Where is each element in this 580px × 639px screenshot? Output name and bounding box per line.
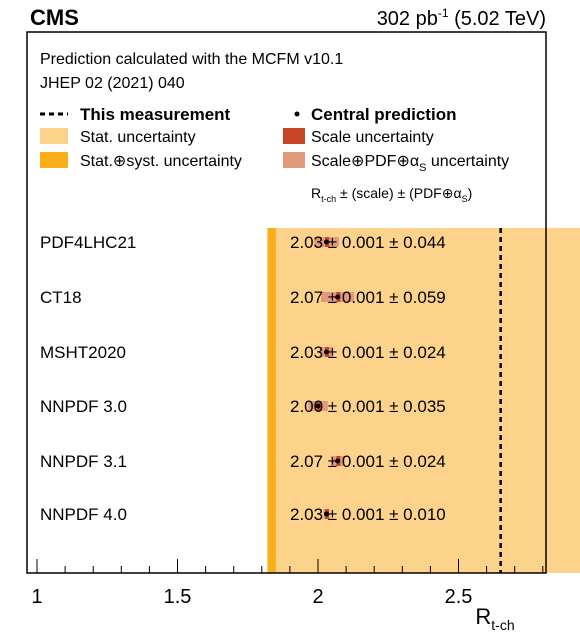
x-tick-label: 2 — [312, 586, 323, 608]
format-description: Rt-ch ± (scale) ± (PDF⊕αS) — [311, 185, 472, 204]
prediction-name: NNPDF 4.0 — [40, 505, 127, 524]
legend-scalepdf-label: Scale⊕PDF⊕αS uncertainty — [311, 153, 509, 174]
x-axis-title: Rt-ch — [475, 604, 514, 633]
prediction-value-label: 2.00 ± 0.001 ± 0.035 — [290, 397, 446, 416]
annotation-line-2: JHEP 02 (2021) 040 — [40, 75, 185, 92]
luminosity-energy-label: 302 pb-1 (5.02 TeV) — [377, 6, 546, 30]
legend-scale-swatch — [283, 128, 305, 144]
legend-central-label: Central prediction — [311, 105, 456, 124]
legend-central-marker — [294, 111, 300, 117]
legend-statsyst-label: Stat.⊕syst. uncertainty — [80, 153, 242, 170]
prediction-value-label: 2.07 ± 0.001 ± 0.024 — [290, 452, 446, 471]
legend: This measurement Central prediction Stat… — [40, 105, 509, 204]
prediction-value-label: 2.03 ± 0.001 ± 0.010 — [290, 505, 446, 524]
plot-frame — [26, 31, 547, 574]
prediction-value-label: 2.07 ± 0.001 ± 0.059 — [290, 288, 446, 307]
legend-stat-swatch — [40, 128, 68, 144]
legend-scale-label: Scale uncertainty — [311, 129, 434, 146]
x-axis-ticks: 11.522.533.544.5 — [31, 559, 544, 608]
prediction-value-label: 2.03 ± 0.001 ± 0.044 — [290, 233, 446, 252]
prediction-central-marker — [323, 349, 329, 355]
x-tick-label: 1.5 — [164, 586, 192, 608]
annotation-line-1: Prediction calculated with the MCFM v10.… — [40, 51, 343, 68]
prediction-central-marker — [315, 403, 321, 409]
experiment-label: CMS — [30, 5, 79, 30]
prediction-name: NNPDF 3.1 — [40, 452, 127, 471]
prediction-central-marker — [335, 294, 341, 300]
legend-stat-label: Stat. uncertainty — [80, 129, 196, 146]
prediction-name: PDF4LHC21 — [40, 233, 136, 252]
prediction-name: NNPDF 3.0 — [40, 397, 127, 416]
x-tick-label: 1 — [31, 586, 42, 608]
predictions-layer: PDF4LHC21 2.03 ± 0.001 ± 0.044 CT18 2.07 ± … — [40, 233, 446, 524]
prediction-central-marker — [335, 458, 341, 464]
prediction-central-marker — [323, 511, 329, 517]
prediction-name: CT18 — [40, 288, 82, 307]
prediction-central-marker — [323, 239, 329, 245]
prediction-value-label: 2.03 ± 0.001 ± 0.024 — [290, 343, 446, 362]
legend-statsyst-swatch — [40, 152, 68, 168]
prediction-name: MSHT2020 — [40, 343, 126, 362]
legend-scalepdf-swatch — [283, 152, 305, 168]
x-tick-label: 2.5 — [445, 586, 473, 608]
legend-measurement-label: This measurement — [80, 105, 231, 124]
